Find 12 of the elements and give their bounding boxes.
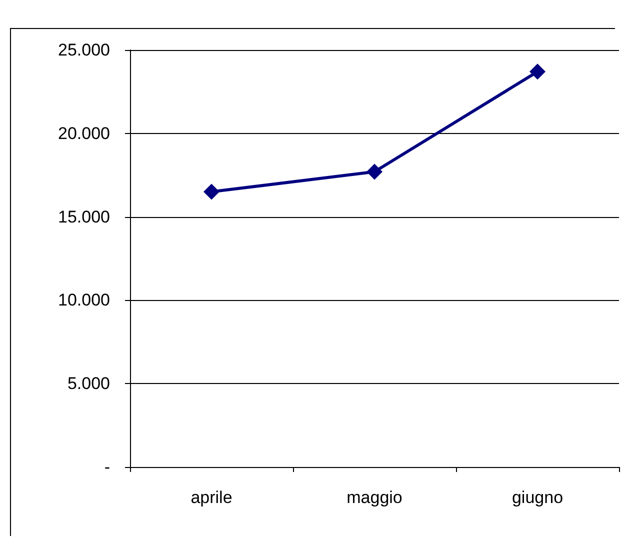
point xyxy=(204,184,220,200)
y-tick-label: - xyxy=(104,458,110,476)
point xyxy=(530,64,546,80)
x-tick-label: maggio xyxy=(346,488,402,507)
x-tick-label: giugno xyxy=(512,488,564,507)
y-tick-label: 20.000 xyxy=(58,124,110,143)
y-tick-label: 15.000 xyxy=(58,207,110,226)
y-tick-label: 10.000 xyxy=(58,290,110,310)
y-tick-label: 5.000 xyxy=(67,374,110,394)
x-tick-label: aprile xyxy=(190,488,232,507)
y-tick-label: 25.000 xyxy=(58,40,110,60)
point xyxy=(366,164,382,180)
